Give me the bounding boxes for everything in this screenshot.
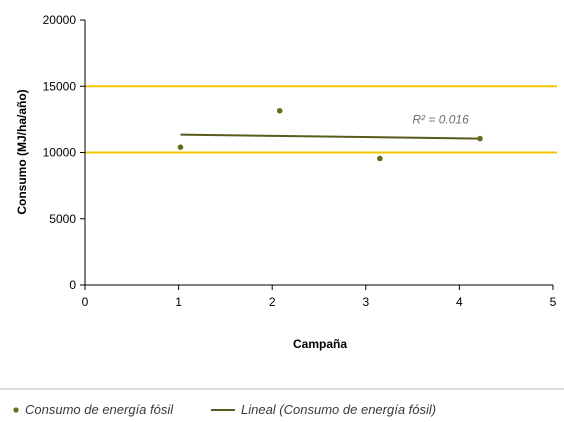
x-tick-label: 4	[456, 295, 463, 309]
r-squared-annotation: R² = 0.016	[412, 112, 469, 126]
data-point	[177, 144, 184, 150]
x-tick-label: 2	[269, 295, 276, 309]
x-tick-label: 3	[362, 295, 369, 309]
tick-labels: 0 5000 10000 15000 20000 0 1 2 3 4 5	[43, 13, 557, 309]
x-tick-label: 0	[82, 295, 89, 309]
legend-label-line: Lineal (Consumo de energía fósil)	[241, 402, 436, 417]
y-tick-label: 0	[69, 278, 76, 292]
legend-label-scatter: Consumo de energía fósil	[25, 402, 174, 417]
reference-lines	[85, 85, 557, 154]
annotations: R² = 0.016	[412, 112, 469, 126]
y-tick-label: 5000	[49, 212, 76, 226]
data-point	[477, 135, 483, 142]
y-tick-label: 15000	[43, 79, 77, 93]
trendline	[180, 133, 481, 140]
y-tick-label: 10000	[43, 146, 77, 160]
series-layer	[177, 107, 483, 162]
legend: Consumo de energía fósil Lineal (Consumo …	[13, 402, 436, 417]
x-tick-label: 1	[175, 295, 182, 309]
legend-marker-dot	[13, 407, 19, 413]
data-point	[377, 155, 383, 162]
y-axis-title: Consumo (MJ/ha/año)	[15, 89, 29, 214]
x-tick-label: 5	[550, 295, 557, 309]
y-tick-label: 20000	[43, 13, 77, 27]
data-point	[276, 107, 283, 114]
x-axis-title: Campaña	[293, 337, 347, 351]
